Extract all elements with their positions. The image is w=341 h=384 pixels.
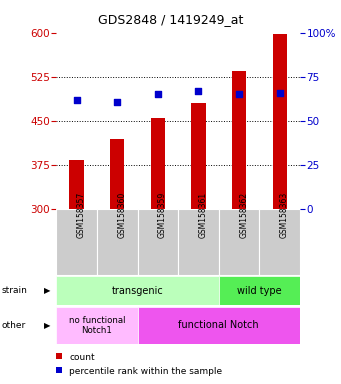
Text: GSM158357: GSM158357 (77, 191, 86, 238)
Bar (97, 209, 137, 275)
Text: transgenic: transgenic (112, 286, 163, 296)
Bar (56, 276, 219, 305)
Bar (219, 276, 300, 305)
Bar (137, 209, 178, 275)
Text: GSM158360: GSM158360 (117, 191, 126, 238)
Bar (191, 103, 206, 209)
Text: other: other (2, 321, 26, 330)
Text: ▶: ▶ (44, 286, 51, 295)
Point (196, 88, 201, 94)
Bar (232, 71, 246, 209)
Bar (178, 209, 219, 275)
Text: count: count (69, 353, 95, 362)
Bar (219, 209, 260, 275)
Bar (137, 307, 300, 344)
Text: GSM158359: GSM158359 (158, 191, 167, 238)
Point (115, 98, 120, 104)
Text: percentile rank within the sample: percentile rank within the sample (69, 367, 222, 376)
Text: GSM158362: GSM158362 (239, 192, 248, 238)
Text: no functional
Notch1: no functional Notch1 (69, 316, 125, 335)
Point (236, 91, 242, 98)
Text: GSM158361: GSM158361 (198, 192, 207, 238)
Bar (260, 209, 300, 275)
Bar (110, 139, 124, 209)
Point (155, 91, 161, 98)
Text: functional Notch: functional Notch (178, 320, 259, 331)
Text: ▶: ▶ (44, 321, 51, 330)
Text: GDS2848 / 1419249_at: GDS2848 / 1419249_at (98, 13, 243, 26)
Bar (151, 118, 165, 209)
Point (74, 97, 79, 103)
Bar (273, 35, 287, 209)
Bar (56, 209, 97, 275)
Text: GSM158363: GSM158363 (280, 191, 289, 238)
Point (277, 89, 282, 96)
Bar (70, 161, 84, 209)
Text: strain: strain (2, 286, 28, 295)
Text: wild type: wild type (237, 286, 282, 296)
Bar (56, 307, 137, 344)
